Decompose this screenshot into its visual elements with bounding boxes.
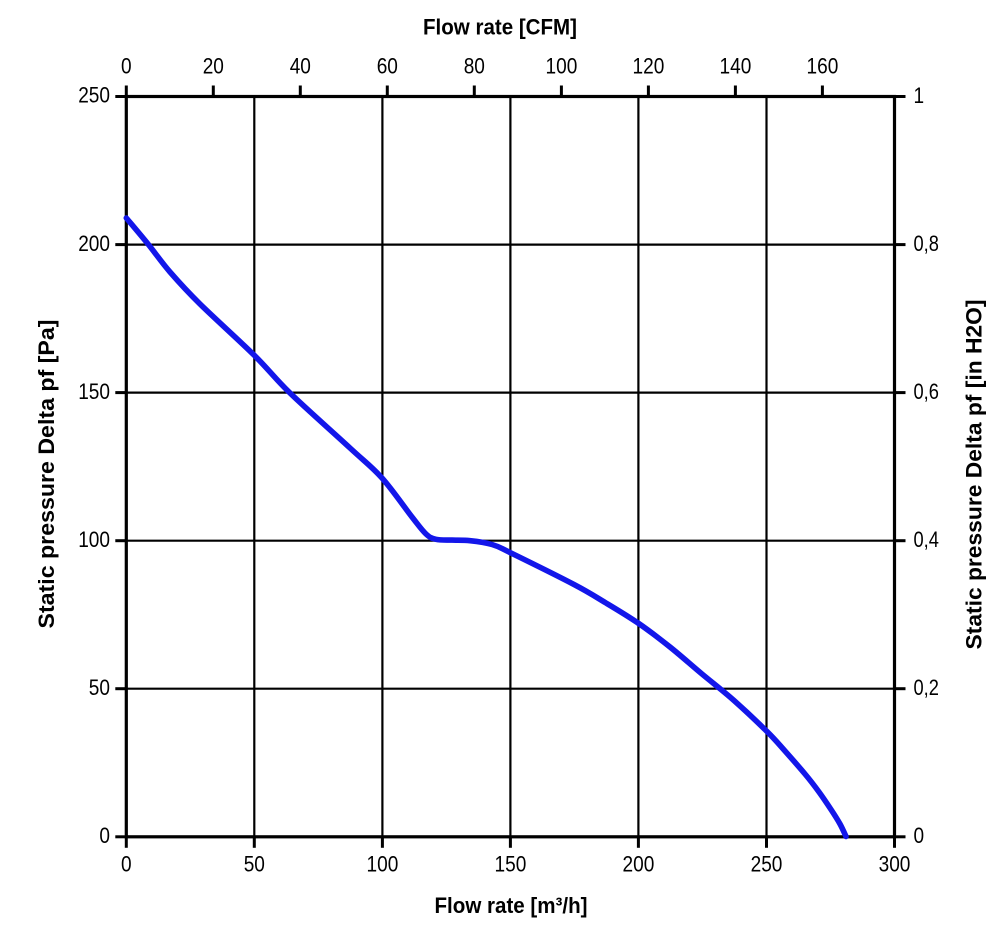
svg-text:140: 140: [720, 54, 752, 79]
svg-text:250: 250: [751, 852, 783, 877]
svg-text:0: 0: [99, 823, 110, 848]
svg-text:0,4: 0,4: [914, 527, 939, 552]
svg-text:0,8: 0,8: [914, 231, 939, 256]
svg-text:100: 100: [367, 852, 399, 877]
svg-text:80: 80: [464, 54, 485, 79]
svg-text:120: 120: [633, 54, 665, 79]
svg-text:40: 40: [290, 54, 311, 79]
svg-text:50: 50: [89, 675, 110, 700]
svg-text:100: 100: [546, 54, 578, 79]
svg-text:Static pressure Delta pf [in H: Static pressure Delta pf [in H2O]: [962, 300, 987, 650]
svg-text:0: 0: [121, 852, 132, 877]
svg-text:0,6: 0,6: [914, 379, 939, 404]
svg-text:200: 200: [623, 852, 655, 877]
svg-text:20: 20: [203, 54, 224, 79]
svg-text:0: 0: [121, 54, 132, 79]
svg-text:150: 150: [495, 852, 527, 877]
svg-text:1: 1: [914, 83, 925, 108]
svg-text:0: 0: [914, 823, 925, 848]
svg-text:Static pressure Delta pf [Pa]: Static pressure Delta pf [Pa]: [34, 320, 59, 629]
svg-text:0,2: 0,2: [914, 675, 939, 700]
svg-text:160: 160: [807, 54, 839, 79]
svg-text:60: 60: [377, 54, 398, 79]
svg-text:250: 250: [78, 83, 110, 108]
svg-text:Flow rate [m³/h]: Flow rate [m³/h]: [435, 893, 588, 918]
svg-text:50: 50: [244, 852, 265, 877]
svg-text:100: 100: [78, 527, 110, 552]
svg-text:150: 150: [78, 379, 110, 404]
svg-text:200: 200: [78, 231, 110, 256]
svg-text:Flow rate [CFM]: Flow rate [CFM]: [423, 15, 577, 40]
svg-text:300: 300: [879, 852, 911, 877]
